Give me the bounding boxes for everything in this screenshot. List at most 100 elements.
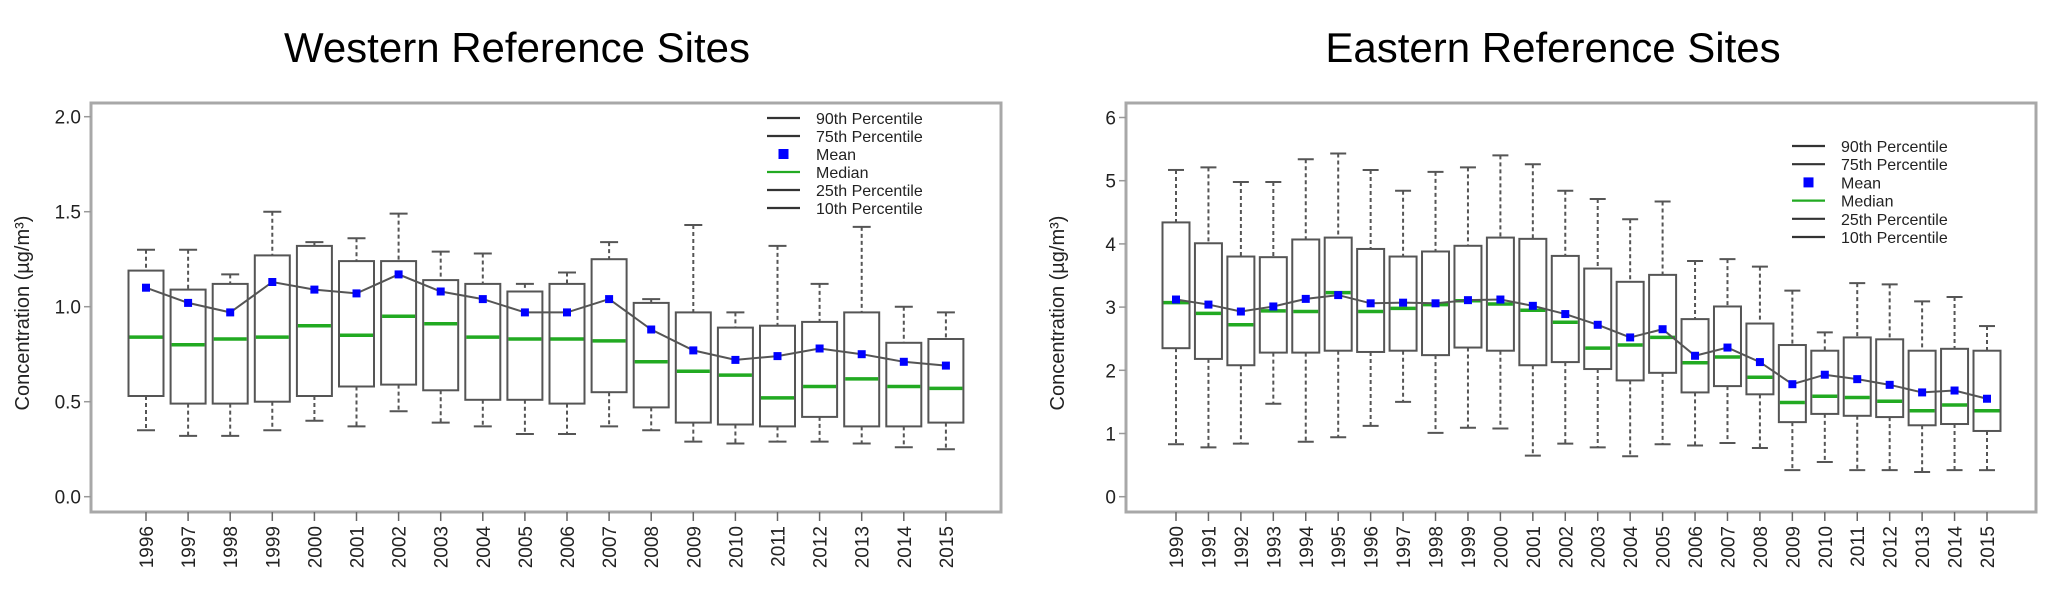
western-mean-marker-2002 [394, 270, 403, 279]
western-mean-marker-2004 [478, 295, 487, 304]
western-legend-mean-icon [778, 149, 789, 159]
eastern-box-iqr [1907, 349, 1937, 427]
eastern-y-tick-label: 0 [1105, 488, 1116, 509]
western-box-2002 [380, 212, 418, 413]
eastern-x-tick-label: 1990 [1167, 526, 1188, 568]
eastern-box-1990 [1161, 168, 1191, 446]
western-box-2010 [716, 311, 754, 445]
eastern-legend-label: 75th Percentile [1841, 157, 1948, 174]
western-x-tick-label: 2008 [642, 526, 663, 568]
western-box-2005 [506, 282, 544, 435]
western-mean-marker-2015 [941, 361, 950, 370]
eastern-box-1993 [1258, 180, 1288, 405]
eastern-x-tick-label: 2005 [1654, 526, 1675, 568]
eastern-box-2002 [1550, 189, 1580, 445]
western-box-2015 [927, 311, 965, 451]
eastern-x-tick-label: 2003 [1589, 526, 1610, 568]
western-x-tick-label: 2014 [895, 526, 916, 569]
western-x-tick-label: 2010 [726, 526, 747, 568]
eastern-legend-label: Mean [1841, 175, 1881, 192]
eastern-x-tick-label: 1993 [1264, 526, 1285, 568]
western-mean-marker-2008 [647, 325, 656, 334]
western-x-tick-label: 2011 [769, 526, 790, 567]
eastern-mean-marker-1997 [1399, 298, 1408, 307]
eastern-y-tick-label: 3 [1105, 298, 1116, 319]
western-box-iqr [927, 338, 965, 424]
eastern-box-2005 [1648, 200, 1678, 446]
eastern-x-tick-label: 1999 [1459, 526, 1480, 568]
eastern-box-iqr [1615, 280, 1645, 382]
eastern-mean-marker-2012 [1885, 380, 1894, 389]
western-box-iqr [422, 279, 460, 392]
eastern-mean-marker-1998 [1431, 299, 1440, 308]
eastern-box-2001 [1518, 163, 1548, 457]
eastern-mean-marker-2003 [1593, 320, 1602, 329]
western-mean-marker-2006 [563, 308, 571, 317]
western-box-iqr [632, 301, 670, 409]
western-x-tick-label: 1996 [137, 526, 158, 568]
western-box-1998 [211, 273, 249, 437]
western-mean-marker-2012 [815, 344, 824, 353]
western-mean-marker-2011 [773, 352, 782, 361]
western-box-2012 [801, 282, 839, 443]
western-box-iqr [674, 311, 712, 424]
western-legend-label: Median [816, 165, 868, 182]
eastern-x-tick-label: 2006 [1686, 526, 1707, 568]
western-mean-marker-2007 [605, 295, 614, 304]
western-x-tick-label: 2000 [305, 526, 326, 568]
western-box-iqr [295, 244, 333, 397]
western-box-2001 [338, 237, 375, 428]
western-mean-marker-2013 [857, 350, 866, 359]
western-plot-area: 0.0 0.5 1.0 1.5 2.0 1996 1997 1998 1999 2000 2001 2… [55, 101, 1003, 569]
eastern-box-2004 [1615, 218, 1645, 458]
western-box-2000 [295, 241, 333, 422]
western-box-iqr [211, 282, 249, 405]
western-box-iqr [590, 258, 628, 394]
western-box-2013 [843, 225, 881, 445]
eastern-box-iqr [1972, 349, 2002, 432]
western-box-2011 [759, 244, 796, 443]
western-box-iqr [801, 320, 839, 418]
western-x-tick-label: 2009 [684, 526, 705, 568]
eastern-box-iqr [1161, 221, 1191, 350]
eastern-box-2012 [1875, 283, 1905, 472]
eastern-mean-marker-2014 [1950, 386, 1959, 395]
eastern-x-tick-label: 2013 [1913, 526, 1934, 568]
eastern-x-tick-label: 1991 [1199, 526, 1220, 568]
eastern-x-tick-label: 2010 [1816, 526, 1837, 568]
eastern-mean-marker-2001 [1528, 301, 1537, 310]
western-box-iqr [843, 311, 881, 428]
eastern-x-tick-label: 2015 [1978, 526, 1999, 568]
eastern-x-tick-label: 2012 [1881, 526, 1902, 568]
western-mean-trend-line [145, 273, 946, 367]
eastern-box-2003 [1583, 198, 1613, 449]
eastern-legend-label: 90th Percentile [1841, 139, 1948, 156]
eastern-y-tick-label: 1 [1105, 425, 1116, 446]
western-panel: Western Reference Sites Concentration (µ… [12, 24, 1003, 569]
eastern-y-tick-label: 4 [1105, 235, 1116, 256]
western-y-axis-label: Concentration (µg/m³) [12, 216, 34, 411]
western-box-iqr [169, 288, 207, 405]
eastern-box-iqr [1648, 273, 1678, 374]
eastern-box-iqr [1810, 349, 1840, 415]
eastern-mean-marker-2015 [1983, 394, 1991, 403]
eastern-y-tick-label: 6 [1105, 109, 1116, 130]
eastern-x-tick-label: 2004 [1621, 526, 1642, 569]
western-chart-title: Western Reference Sites [284, 24, 750, 71]
eastern-box-iqr [1583, 267, 1613, 371]
western-box-2004 [464, 252, 502, 428]
eastern-mean-marker-2008 [1755, 358, 1764, 367]
western-legend-label: 10th Percentile [816, 201, 923, 218]
eastern-box-iqr [1550, 254, 1580, 364]
eastern-box-2014 [1940, 295, 1970, 472]
western-box-2006 [548, 271, 586, 435]
eastern-mean-marker-1999 [1463, 296, 1472, 305]
western-y-tick-label: 0.0 [55, 488, 81, 509]
western-y-tick-label: 1.0 [55, 298, 81, 319]
western-mean-marker-1998 [226, 308, 235, 317]
western-x-tick-label: 1998 [221, 526, 242, 568]
eastern-mean-marker-2010 [1820, 370, 1829, 379]
eastern-box-2000 [1485, 154, 1515, 430]
western-x-tick-label: 2004 [474, 526, 495, 569]
